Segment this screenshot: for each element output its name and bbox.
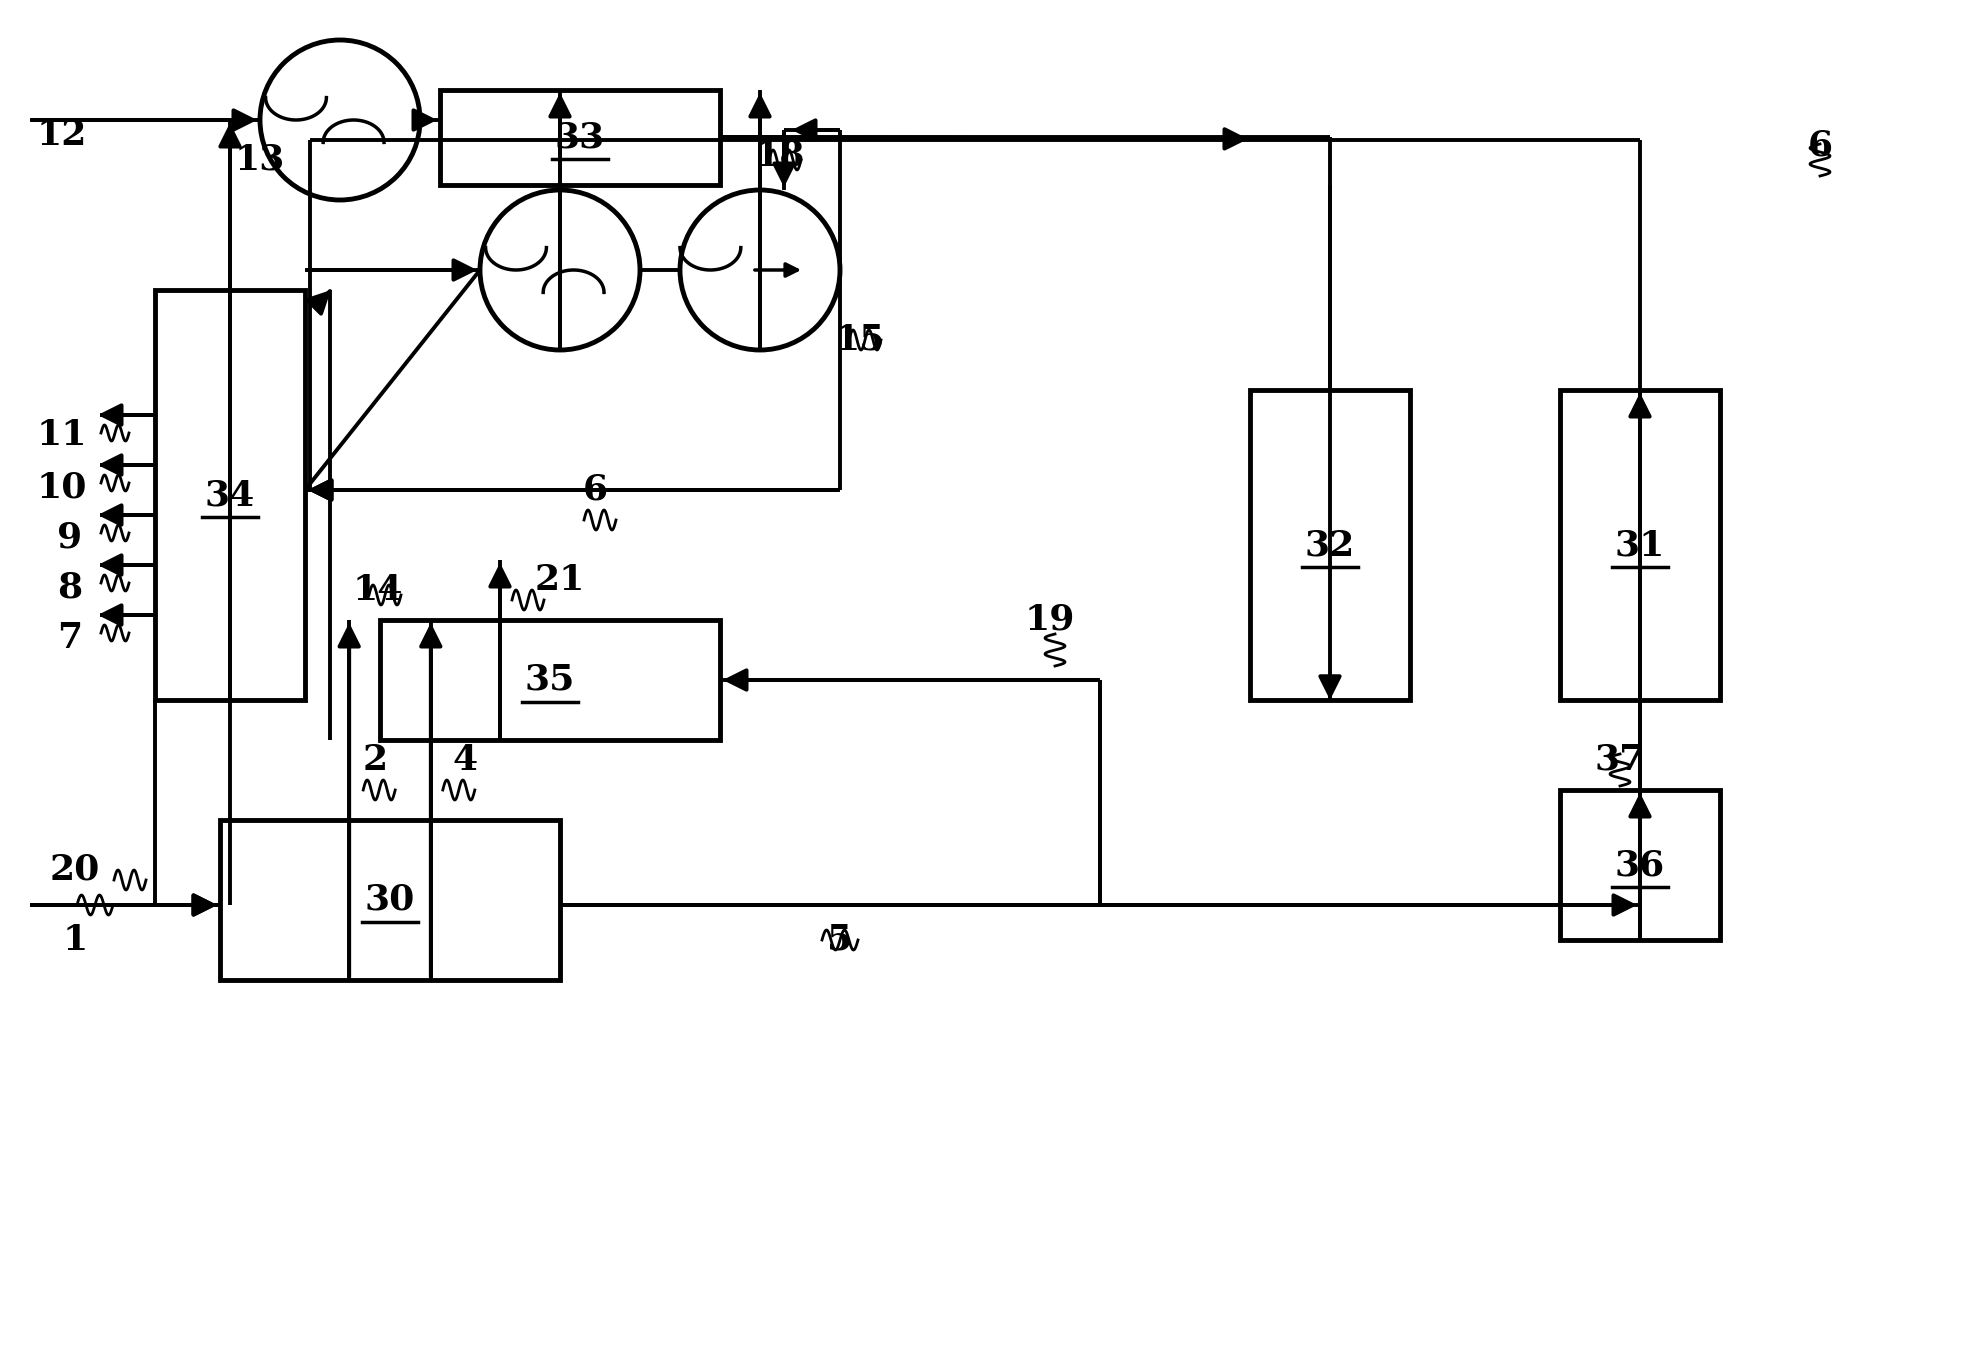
Bar	[1250, 390, 1411, 700]
Bar	[439, 91, 720, 185]
Bar	[155, 290, 304, 700]
Text: 36: 36	[1615, 848, 1666, 882]
Text: 33: 33	[555, 120, 604, 154]
Text: 14: 14	[353, 573, 402, 607]
Text: 21: 21	[536, 563, 585, 597]
Text: 1: 1	[63, 923, 88, 957]
Text: 11: 11	[37, 417, 86, 453]
Text: 7: 7	[57, 621, 82, 655]
Text: 19: 19	[1024, 603, 1075, 638]
Text: 35: 35	[524, 663, 575, 697]
Text: 4: 4	[453, 743, 477, 777]
Text: 6: 6	[1807, 128, 1833, 162]
Text: 6: 6	[583, 473, 608, 507]
Text: 13: 13	[235, 143, 284, 177]
Bar	[1560, 790, 1721, 940]
Text: 18: 18	[755, 138, 804, 172]
Text: 8: 8	[57, 571, 82, 605]
Text: 2: 2	[363, 743, 388, 777]
Text: 5: 5	[828, 923, 853, 957]
Text: 30: 30	[365, 884, 416, 917]
Bar	[1560, 390, 1721, 700]
Text: 34: 34	[204, 478, 255, 512]
Bar	[381, 620, 720, 740]
Text: 32: 32	[1305, 528, 1356, 562]
Text: 12: 12	[37, 118, 86, 153]
Bar	[220, 820, 559, 979]
Text: 10: 10	[37, 471, 86, 505]
Text: 31: 31	[1615, 528, 1666, 562]
Text: 20: 20	[49, 852, 100, 888]
Text: 15: 15	[834, 323, 885, 357]
Text: 9: 9	[57, 521, 82, 555]
Text: 37: 37	[1595, 743, 1644, 777]
